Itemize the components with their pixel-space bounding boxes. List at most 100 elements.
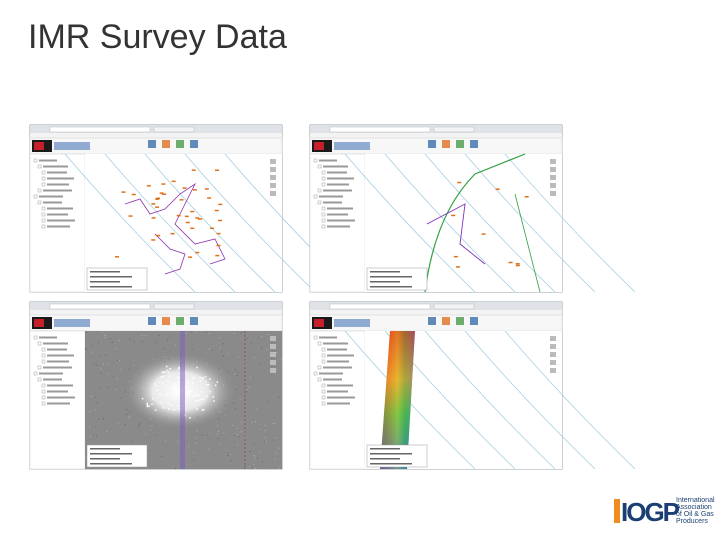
debris	[162, 375, 164, 378]
speckle	[278, 447, 280, 449]
tree-item	[47, 219, 75, 222]
debris	[213, 400, 215, 402]
speckle	[133, 341, 135, 343]
event-label	[451, 214, 456, 217]
legend-row	[370, 448, 400, 450]
speckle	[93, 362, 95, 364]
map-legend	[86, 444, 148, 468]
map-control	[270, 352, 276, 357]
speckle	[223, 432, 225, 434]
tree-item	[43, 378, 62, 381]
debris	[187, 382, 190, 385]
event-label	[159, 192, 164, 194]
debris	[177, 389, 180, 391]
event-label	[188, 256, 193, 258]
debris	[209, 378, 211, 380]
menu-bar	[30, 133, 282, 138]
app-logo-red	[34, 142, 44, 150]
tree-checkbox	[37, 341, 42, 346]
tool-icon	[456, 140, 464, 148]
tree-item	[47, 396, 75, 399]
speckle	[244, 465, 246, 467]
debris	[178, 381, 181, 384]
contour-line	[64, 153, 196, 293]
speckle	[95, 426, 97, 428]
debris	[154, 383, 156, 385]
speckle	[205, 331, 207, 333]
legend-row	[370, 276, 412, 278]
tree-checkbox	[321, 383, 326, 388]
tree-checkbox	[41, 359, 46, 364]
event-label	[162, 193, 167, 195]
event-label	[204, 188, 209, 190]
speckle	[104, 334, 106, 336]
speckle	[208, 333, 210, 335]
speckle	[94, 409, 96, 411]
debris	[199, 398, 202, 401]
debris	[172, 384, 175, 387]
speckle	[237, 444, 239, 446]
speckle	[254, 357, 256, 359]
event-label	[184, 215, 189, 218]
speckle	[185, 332, 187, 334]
tree-item	[323, 189, 352, 192]
map-control	[270, 360, 276, 365]
event-label	[192, 189, 197, 191]
speckle	[201, 434, 203, 436]
speckle	[96, 402, 98, 404]
map-control	[550, 352, 556, 357]
speckle	[116, 359, 118, 361]
debris	[187, 380, 189, 382]
speckle	[225, 414, 227, 416]
speckle	[89, 436, 91, 438]
debris	[146, 405, 149, 408]
speckle	[169, 335, 171, 337]
speckle	[118, 340, 120, 342]
speckle	[128, 368, 130, 370]
event-label	[185, 221, 190, 224]
tab	[153, 303, 195, 310]
speckle	[248, 386, 250, 388]
map-control	[270, 368, 276, 373]
legend-row	[90, 276, 132, 278]
speckle	[219, 337, 221, 339]
map-legend	[86, 267, 148, 291]
address-bar	[329, 303, 431, 310]
tree-item	[319, 372, 343, 375]
debris	[178, 366, 180, 369]
debris	[203, 408, 205, 411]
speckle	[266, 349, 268, 351]
speckle	[120, 369, 122, 371]
debris	[189, 416, 191, 419]
event-label	[215, 254, 220, 257]
map-control	[550, 191, 556, 196]
speckle	[193, 458, 195, 460]
debris	[197, 394, 199, 396]
speckle	[163, 348, 165, 350]
logo-line: of Oil & Gas	[676, 511, 714, 518]
event-label	[214, 169, 219, 171]
bathymetry-swath	[380, 331, 415, 469]
speckle	[174, 468, 176, 470]
event-label	[495, 188, 500, 190]
speckle	[129, 338, 131, 340]
debris	[193, 395, 195, 397]
debris	[201, 377, 203, 379]
speckle	[232, 424, 234, 426]
speckle	[253, 463, 255, 465]
tree-item	[327, 354, 354, 357]
tree-checkbox	[313, 194, 318, 199]
debris	[175, 390, 177, 392]
pipeline-track	[180, 331, 185, 469]
address-bar	[329, 126, 431, 133]
speckle	[266, 333, 268, 335]
debris	[175, 395, 178, 398]
map-control	[270, 344, 276, 349]
event-label	[170, 232, 175, 235]
speckle	[221, 351, 223, 353]
debris	[166, 394, 168, 396]
debris	[196, 389, 198, 391]
tree-checkbox	[313, 335, 318, 340]
speckle	[133, 364, 135, 366]
menu-bar	[310, 310, 562, 315]
